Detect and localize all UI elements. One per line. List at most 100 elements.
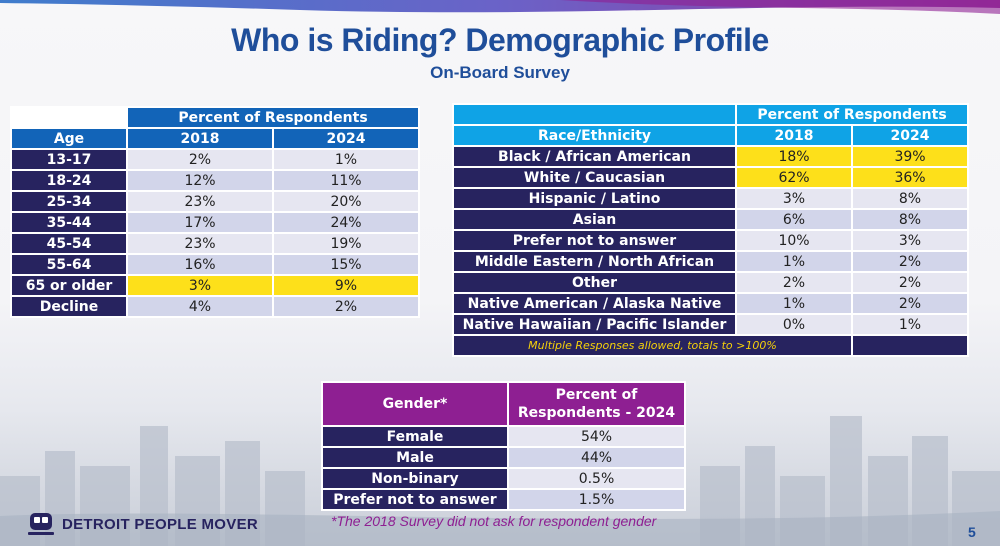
race-note-filler (850, 334, 970, 357)
value-2024: 2% (271, 295, 421, 318)
row-label: 13-17 (10, 148, 128, 171)
page-number: 5 (968, 524, 976, 540)
value-2024: 2% (850, 250, 970, 273)
age-group-header-row: Percent of Respondents (10, 106, 421, 129)
table-row: Male 44% (321, 446, 686, 469)
age-col-label: Age (10, 127, 128, 150)
row-label: Decline (10, 295, 128, 318)
row-label: Hispanic / Latino (452, 187, 737, 210)
table-row: Decline 4% 2% (10, 295, 421, 318)
table-row: 55-64 16% 15% (10, 253, 421, 276)
value-2024: 39% (850, 145, 970, 168)
table-row: Hispanic / Latino 3% 8% (452, 187, 970, 210)
table-row: 35-44 17% 24% (10, 211, 421, 234)
table-row: 13-17 2% 1% (10, 148, 421, 171)
row-label: Male (321, 446, 509, 469)
gender-footnote: *The 2018 Survey did not ask for respond… (331, 513, 657, 529)
value-2018: 2% (126, 148, 274, 171)
row-label: Native American / Alaska Native (452, 292, 737, 315)
row-label: Native Hawaiian / Pacific Islander (452, 313, 737, 336)
table-row: Native Hawaiian / Pacific Islander 0% 1% (452, 313, 970, 336)
value-2024: 8% (850, 208, 970, 231)
row-label: Middle Eastern / North African (452, 250, 737, 273)
gender-table: Gender* Percent of Respondents - 2024 Fe… (321, 381, 686, 511)
value-2018: 18% (735, 145, 853, 168)
table-row: Other 2% 2% (452, 271, 970, 294)
table-row: Middle Eastern / North African 1% 2% (452, 250, 970, 273)
race-group-header-row: Percent of Respondents (452, 103, 970, 126)
city-skyline-background (0, 416, 1000, 546)
multiple-responses-note: Multiple Responses allowed, totals to >1… (452, 334, 853, 357)
gender-col-label: Gender* (321, 381, 509, 427)
row-label: Female (321, 425, 509, 448)
race-ethnicity-table: Percent of Respondents Race/Ethnicity 20… (452, 103, 970, 357)
table-row: Asian 6% 8% (452, 208, 970, 231)
top-decorative-band (0, 0, 1000, 20)
value-2024: 3% (850, 229, 970, 252)
page-subtitle: On-Board Survey (430, 63, 570, 82)
detroit-people-mover-logo: DETROIT PEOPLE MOVER (28, 512, 258, 536)
race-year-2024: 2024 (850, 124, 970, 147)
table-row: Female 54% (321, 425, 686, 448)
value-2024: 36% (850, 166, 970, 189)
value-2018: 10% (735, 229, 853, 252)
age-year-2018: 2018 (126, 127, 274, 150)
value-2024: 54% (507, 425, 686, 448)
value-2024: 24% (271, 211, 421, 234)
value-2018: 3% (735, 187, 853, 210)
row-label: Prefer not to answer (321, 488, 509, 511)
table-row: Native American / Alaska Native 1% 2% (452, 292, 970, 315)
value-2018: 2% (735, 271, 853, 294)
race-corner-cell (452, 103, 737, 126)
row-label: Black / African American (452, 145, 737, 168)
table-row-highlighted: Black / African American 18% 39% (452, 145, 970, 168)
age-corner-cell (10, 106, 128, 129)
row-label: Other (452, 271, 737, 294)
race-year-2018: 2018 (735, 124, 853, 147)
race-note-row: Multiple Responses allowed, totals to >1… (452, 334, 970, 357)
race-header-row: Race/Ethnicity 2018 2024 (452, 124, 970, 147)
row-label: 25-34 (10, 190, 128, 213)
value-2024: 19% (271, 232, 421, 255)
value-2024: 20% (271, 190, 421, 213)
age-group-header: Percent of Respondents (125, 106, 421, 129)
value-2018: 17% (126, 211, 274, 234)
page-title: Who is Riding? Demographic Profile (231, 22, 769, 58)
race-group-header: Percent of Respondents (734, 103, 970, 126)
gender-header-row: Gender* Percent of Respondents - 2024 (321, 381, 686, 427)
logo-text: DETROIT PEOPLE MOVER (62, 515, 259, 533)
value-2018: 3% (126, 274, 274, 297)
race-col-label: Race/Ethnicity (452, 124, 737, 147)
value-2024: 1.5% (507, 488, 686, 511)
value-2024: 15% (271, 253, 421, 276)
value-2018: 1% (735, 292, 853, 315)
value-2024: 2% (850, 292, 970, 315)
row-label: Prefer not to answer (452, 229, 737, 252)
table-row: 45-54 23% 19% (10, 232, 421, 255)
table-row-highlighted: 65 or older 3% 9% (10, 274, 421, 297)
row-label: Asian (452, 208, 737, 231)
row-label: 35-44 (10, 211, 128, 234)
row-label: White / Caucasian (452, 166, 737, 189)
value-2024: 11% (271, 169, 421, 192)
age-year-2024: 2024 (271, 127, 421, 150)
value-2024: 8% (850, 187, 970, 210)
value-2018: 4% (126, 295, 274, 318)
value-2024: 0.5% (507, 467, 686, 490)
gender-value-header-line2: Respondents - 2024 (517, 405, 676, 421)
table-row: 18-24 12% 11% (10, 169, 421, 192)
gender-value-header-line1: Percent of (555, 387, 638, 403)
value-2018: 62% (735, 166, 853, 189)
table-row-highlighted: White / Caucasian 62% 36% (452, 166, 970, 189)
value-2018: 1% (735, 250, 853, 273)
value-2018: 12% (126, 169, 274, 192)
row-label: 55-64 (10, 253, 128, 276)
row-label: 65 or older (10, 274, 128, 297)
value-2024: 44% (507, 446, 686, 469)
row-label: 45-54 (10, 232, 128, 255)
train-icon (28, 513, 54, 535)
age-header-row: Age 2018 2024 (10, 127, 421, 150)
row-label: Non-binary (321, 467, 509, 490)
table-row: Prefer not to answer 1.5% (321, 488, 686, 511)
value-2024: 2% (850, 271, 970, 294)
